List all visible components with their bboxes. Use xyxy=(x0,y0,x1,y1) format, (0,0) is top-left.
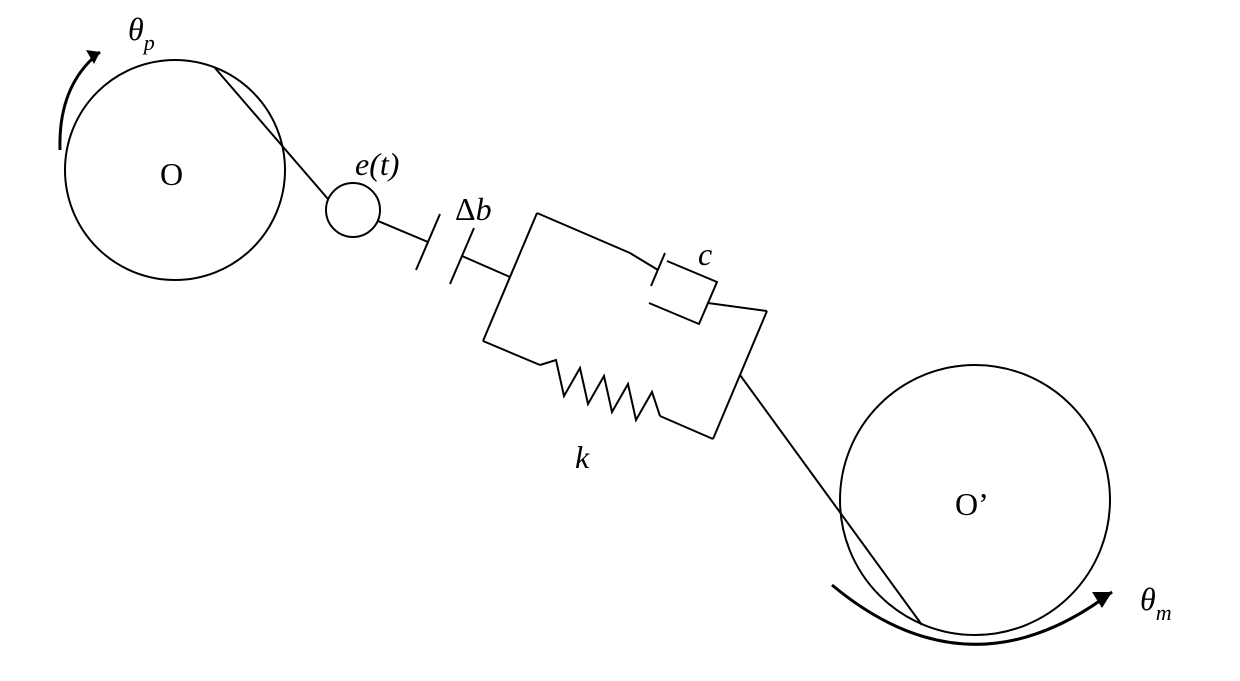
loa-segment-4 xyxy=(740,375,922,625)
error-source-circle xyxy=(326,183,380,237)
kv-bottom-rail-left xyxy=(483,341,540,365)
kv-top-rail-right xyxy=(708,303,767,311)
loa-segment-3 xyxy=(462,256,510,277)
backlash-plate-left xyxy=(416,214,440,270)
kv-bottom-rail-right xyxy=(660,416,713,439)
loa-segment-1 xyxy=(215,68,328,199)
kv-top-rail-left xyxy=(537,213,630,253)
loa-segment-2 xyxy=(378,221,428,242)
theta-m-label: θm xyxy=(1140,581,1172,625)
damper-label: c xyxy=(698,236,712,272)
rotation-arrow-left xyxy=(60,52,100,150)
damper-piston-rod xyxy=(630,253,658,270)
mechanical-diagram: O θp O’ θm e(t) Δb c k xyxy=(0,0,1240,681)
gear-left-label: O xyxy=(160,156,183,192)
kv-left-bar xyxy=(483,213,537,341)
spring-label: k xyxy=(575,439,590,475)
theta-p-label: θp xyxy=(128,11,155,55)
gear-right-label: O’ xyxy=(955,486,989,522)
spring-zigzag xyxy=(540,360,660,420)
error-source-label: e(t) xyxy=(355,146,399,182)
backlash-label: Δb xyxy=(455,191,492,227)
